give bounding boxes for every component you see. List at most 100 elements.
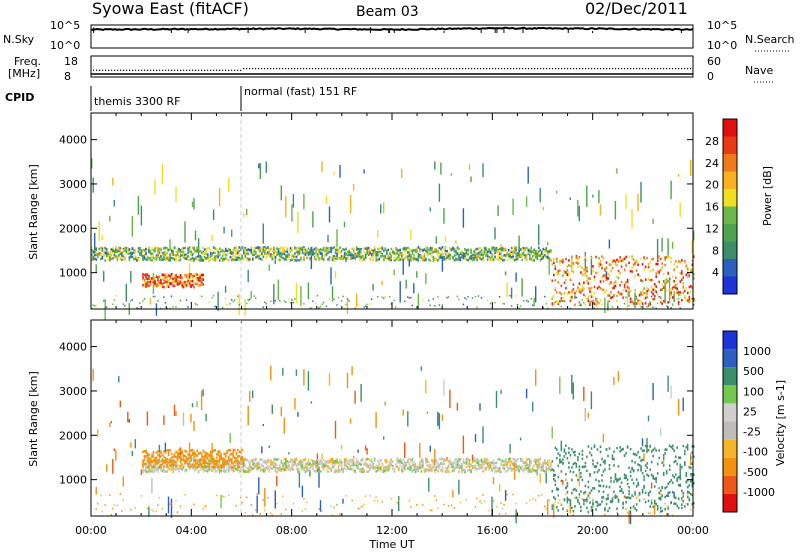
power-cell — [357, 253, 359, 256]
power-colorbar-tick: 28 — [705, 135, 719, 148]
power-cell — [121, 258, 123, 261]
power-cell — [679, 293, 682, 296]
velocity-cell — [444, 470, 447, 473]
velocity-cell — [142, 464, 144, 467]
power-cell — [193, 198, 195, 210]
power-cell — [470, 251, 472, 254]
velocity-cell — [274, 466, 277, 470]
freq-dot — [378, 68, 380, 70]
power-cell — [246, 248, 248, 252]
power-cell — [444, 249, 447, 252]
velocity-cell — [419, 466, 421, 470]
power-cell — [297, 211, 299, 233]
velocity-cell — [182, 455, 185, 458]
velocity-cell — [488, 464, 490, 468]
power-cell — [602, 257, 605, 260]
velocity-cell — [218, 455, 221, 458]
power-cell — [532, 250, 534, 254]
velocity-cell — [148, 464, 150, 467]
velocity-cell — [435, 468, 438, 472]
velocity-cell — [515, 463, 517, 466]
power-cell — [375, 259, 377, 262]
velocity-cell — [443, 458, 445, 461]
power-cell — [306, 250, 308, 254]
velocity-cell — [237, 459, 239, 463]
power-cell — [677, 260, 680, 263]
freq-dot — [528, 68, 530, 70]
velocity-cell — [422, 460, 424, 464]
power-cell — [145, 273, 147, 276]
power-cell — [176, 253, 179, 256]
power-cell — [393, 252, 396, 255]
power-cell — [164, 250, 167, 254]
power-colorbar-segment — [723, 259, 737, 277]
power-cell — [92, 177, 94, 193]
velocity-cell — [367, 470, 370, 473]
power-cell — [474, 256, 477, 260]
power-cell — [312, 253, 314, 256]
power-cell — [196, 255, 198, 259]
power-cell — [294, 298, 296, 300]
freq-dot — [561, 68, 563, 70]
power-cell — [224, 254, 227, 257]
freq-dot — [555, 68, 557, 70]
power-cell — [199, 249, 201, 253]
power-cell — [590, 295, 593, 298]
velocity-cell — [148, 453, 150, 456]
power-cell — [423, 255, 426, 258]
power-cell — [115, 248, 117, 251]
power-cell — [626, 284, 629, 287]
velocity-cell — [188, 460, 191, 463]
power-cell — [279, 247, 281, 250]
velocity-cell — [396, 457, 399, 460]
velocity-cell — [529, 463, 531, 467]
power-cell — [399, 251, 402, 255]
power-cell — [673, 285, 675, 289]
velocity-cell — [163, 455, 165, 458]
power-cell — [253, 253, 256, 257]
velocity-cell — [530, 468, 533, 471]
power-cell — [164, 273, 167, 276]
velocity-cell — [416, 467, 418, 470]
power-cell — [291, 204, 293, 222]
velocity-cell — [228, 448, 230, 452]
velocity-cell — [224, 460, 227, 463]
power-colorbar-tick: 8 — [712, 244, 719, 257]
power-cell — [673, 299, 675, 302]
power-cell — [509, 257, 511, 261]
freq-dot — [531, 68, 533, 70]
power-cell — [601, 276, 603, 280]
velocity-cell — [277, 458, 280, 461]
power-cell — [336, 229, 338, 250]
power-cell — [616, 168, 618, 174]
power-cell — [441, 251, 444, 255]
power-cell — [539, 258, 542, 262]
velocity-cell — [413, 464, 415, 467]
velocity-cell — [179, 454, 182, 458]
velocity-cell — [170, 456, 173, 459]
velocity-cell — [361, 467, 364, 470]
power-cell — [176, 247, 179, 250]
power-cell — [530, 246, 533, 250]
power-cell — [599, 280, 602, 283]
power-cell — [404, 250, 406, 253]
velocity-cell — [574, 450, 576, 454]
velocity-cell — [483, 459, 486, 463]
freq-dot — [111, 69, 113, 71]
velocity-cell — [527, 457, 530, 461]
power-cell — [191, 274, 194, 277]
power-cell — [322, 248, 325, 252]
velocity-cell — [440, 469, 442, 472]
power-cell — [307, 282, 310, 300]
freq-dot — [468, 68, 470, 70]
power-cell — [303, 247, 305, 251]
velocity-cell — [238, 462, 241, 465]
power-cell — [584, 258, 587, 262]
power-cell — [482, 251, 484, 254]
velocity-cell — [423, 468, 426, 471]
velocity-cell — [408, 468, 411, 471]
velocity-cell — [173, 459, 176, 463]
velocity-cell — [465, 458, 468, 461]
power-cell — [607, 300, 609, 303]
velocity-cell — [152, 459, 155, 462]
